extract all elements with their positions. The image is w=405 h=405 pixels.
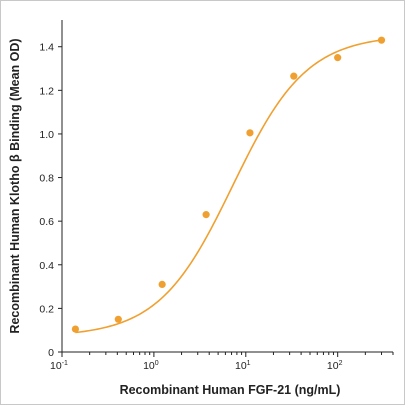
y-tick-label: 0.4 — [39, 260, 54, 272]
y-tick-label: 0.8 — [39, 173, 54, 185]
x-axis-title: Recombinant Human FGF-21 (ng/mL) — [120, 383, 341, 397]
data-point — [377, 36, 386, 44]
y-ticks: 0 0.2 0.4 0.6 0.8 1.0 1.2 1.4 — [39, 42, 62, 359]
y-axis-title: Recombinant Human Klotho β Binding (Mean… — [8, 38, 22, 333]
y-tick-label: 1.2 — [39, 85, 54, 97]
data-point — [71, 325, 80, 333]
data-point — [202, 211, 210, 219]
data-point — [158, 280, 166, 289]
fit-curve — [75, 39, 382, 334]
x-tick-label: 100 — [143, 360, 159, 372]
x-tick-label: 101 — [235, 360, 251, 372]
data-point — [114, 315, 122, 323]
y-tick-label: 1.4 — [39, 42, 54, 54]
y-tick-label: 0.6 — [39, 216, 54, 228]
y-tick-label: 0.2 — [39, 303, 54, 315]
x-ticks: 10-1 100 101 102 — [50, 352, 394, 372]
x-tick-label: 10-1 — [50, 360, 68, 372]
data-point — [246, 129, 254, 137]
x-tick-label: 102 — [327, 360, 343, 372]
data-point — [290, 72, 298, 80]
data-point — [334, 54, 342, 62]
data-points — [71, 36, 386, 333]
y-tick-label: 1.0 — [39, 129, 54, 141]
y-tick-label: 0 — [48, 347, 54, 359]
chart-axes — [61, 20, 393, 353]
